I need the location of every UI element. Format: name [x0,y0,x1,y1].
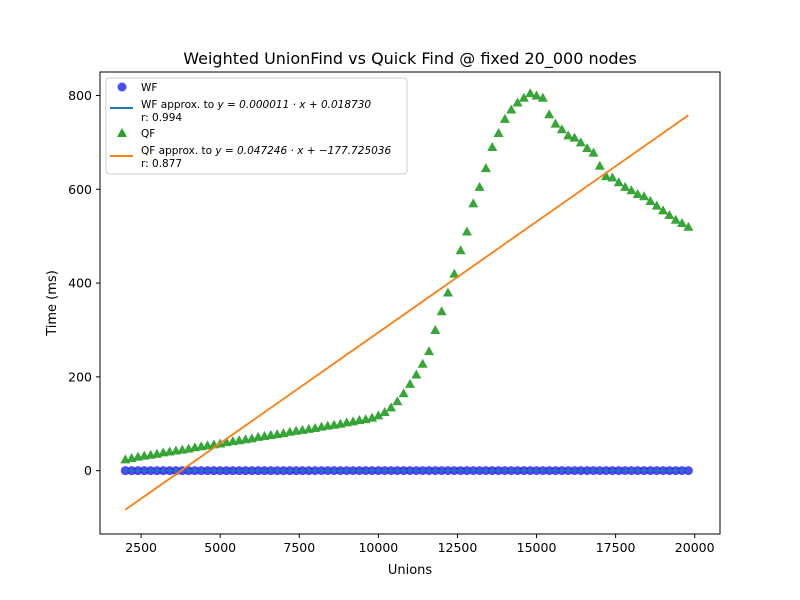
plot-frame [99,71,721,535]
qf-point [550,118,561,128]
qf-point [373,410,384,420]
legend-entry-qf-fit: QF approx. to y = 0.047246 · x + −177.72… [110,145,391,170]
y-tick-label: 200 [68,369,92,384]
y-tick-label: 600 [68,182,92,197]
legend-wf-fit-formula: y = 0.000011 · x + 0.018730 [216,99,371,111]
qf-point [442,287,453,297]
qf-point [386,402,397,412]
legend-wf-fit-prefix: WF approx. to [141,99,217,111]
legend-entry-wf: WF [117,82,157,94]
qf-point [677,218,688,228]
qf-point [563,130,574,140]
x-tick-label: 10000 [358,540,398,555]
legend-box [105,77,408,175]
y-tick-label: 800 [68,88,92,103]
qf-point [405,378,415,388]
qf-point [392,396,403,406]
qf-point [575,137,586,147]
qf-point [398,388,409,398]
qf-point [670,214,681,224]
legend-wf-label: WF [141,82,157,94]
x-tick-label: 20000 [675,540,715,555]
legend-entry-qf: QF [117,128,155,140]
qf-point [449,268,460,278]
qf-point [474,181,485,191]
qf-point [594,160,605,170]
legend-wf-fit-label: WF approx. to y = 0.000011 · x + 0.01873… [141,99,371,111]
qf-point [499,113,510,123]
y-tick-label: 0 [84,463,92,478]
x-tick-label: 15000 [517,540,557,555]
x-axis: 2500 5000 7500 10000 12500 15000 17500 20000 [125,534,715,555]
qf-fit-line [124,114,689,511]
qf-point [683,221,694,231]
y-axis: 0 200 400 600 800 [68,88,100,478]
legend-wf-marker [117,82,127,92]
qf-point [569,132,580,142]
x-tick-label: 17500 [596,540,636,555]
y-tick-label: 400 [68,276,92,291]
qf-point [493,127,504,137]
qf-point [506,104,517,114]
qf-point [461,226,472,236]
qf-point [430,324,441,334]
legend-wf-fit-r: r: 0.994 [141,112,182,124]
qf-point [423,346,434,356]
qf-point [613,177,624,187]
qf-point [544,109,555,119]
qf-point [582,142,593,152]
legend-qf-fit-formula: y = 0.047246 · x + −177.725036 [214,145,391,157]
wf-point [120,466,130,476]
legend-entry-wf-fit: WF approx. to y = 0.000011 · x + 0.01873… [110,99,371,124]
plot-area [120,88,694,511]
qf-point [626,185,637,195]
qf-point [664,210,675,220]
qf-point [487,142,498,152]
qf-point [367,412,378,422]
qf-point [607,172,618,182]
wf-point [683,466,693,476]
qf-point [556,124,567,134]
qf-point [645,195,656,205]
qf-point [512,97,523,107]
qf-point [411,369,422,379]
x-tick-label: 2500 [125,540,157,555]
qf-point [620,181,631,191]
legend-qf-label: QF [141,128,155,140]
legend-qf-fit-prefix: QF approx. to [141,145,215,157]
qf-point [601,171,612,181]
x-tick-label: 7500 [283,540,315,555]
legend-qf-fit-r: r: 0.877 [141,158,182,170]
qf-point [468,198,479,208]
x-tick-label: 5000 [204,540,236,555]
qf-point [531,90,542,100]
qf-point [417,358,428,368]
y-axis-label: Time (ms) [45,270,60,337]
qf-point [651,200,662,210]
qf-point [632,188,643,198]
x-tick-label: 12500 [438,540,478,555]
qf-point [518,92,529,102]
qf-point [379,407,390,417]
x-axis-label: Unions [388,563,433,578]
qf-point [658,205,669,215]
qf-point [525,88,536,98]
qf-point [436,306,447,316]
legend-qf-marker [117,128,127,137]
qf-point [480,163,491,173]
legend-qf-fit-label: QF approx. to y = 0.047246 · x + −177.72… [141,145,391,157]
legend: WF WF approx. to y = 0.000011 · x + 0.01… [105,77,408,175]
qf-point [588,147,599,157]
chart-title: Weighted UnionFind vs Quick Find @ fixed… [183,49,636,69]
qf-point [639,191,650,201]
qf-point [455,245,466,255]
qf-point [537,92,548,102]
